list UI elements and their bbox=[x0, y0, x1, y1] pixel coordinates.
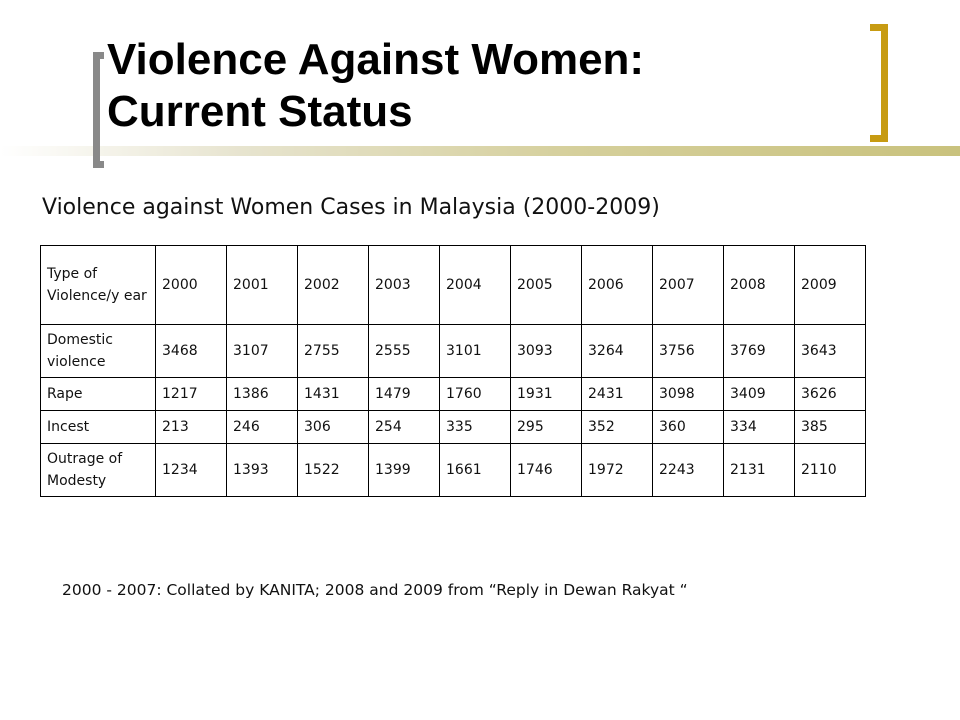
header-cell: 2009 bbox=[794, 245, 866, 325]
value-cell: 2431 bbox=[581, 377, 653, 411]
value-cell: 2243 bbox=[652, 443, 724, 497]
value-cell: 254 bbox=[368, 410, 440, 444]
header-cell: 2008 bbox=[723, 245, 795, 325]
value-cell: 1399 bbox=[368, 443, 440, 497]
row-label-cell: Outrage of Modesty bbox=[40, 443, 156, 497]
value-cell: 1234 bbox=[155, 443, 227, 497]
value-cell: 3101 bbox=[439, 324, 511, 378]
value-cell: 352 bbox=[581, 410, 653, 444]
row-label-cell: Domestic violence bbox=[40, 324, 156, 378]
value-cell: 3756 bbox=[652, 324, 724, 378]
left-bracket-decoration bbox=[93, 52, 104, 168]
table-header-row: Type of Violence/y ear 2000 2001 2002 20… bbox=[40, 245, 866, 325]
header-cell: 2000 bbox=[155, 245, 227, 325]
value-cell: 3107 bbox=[226, 324, 298, 378]
value-cell: 306 bbox=[297, 410, 369, 444]
row-label-cell: Incest bbox=[40, 410, 156, 444]
value-cell: 335 bbox=[439, 410, 511, 444]
value-cell: 3626 bbox=[794, 377, 866, 411]
value-cell: 3769 bbox=[723, 324, 795, 378]
value-cell: 3093 bbox=[510, 324, 582, 378]
value-cell: 1522 bbox=[297, 443, 369, 497]
value-cell: 2110 bbox=[794, 443, 866, 497]
header-cell: Type of Violence/y ear bbox=[40, 245, 156, 325]
value-cell: 1479 bbox=[368, 377, 440, 411]
header-cell: 2002 bbox=[297, 245, 369, 325]
table-row: Incest 213 246 306 254 335 295 352 360 3… bbox=[40, 410, 866, 444]
violence-cases-table: Type of Violence/y ear 2000 2001 2002 20… bbox=[40, 245, 866, 497]
header-cell: 2005 bbox=[510, 245, 582, 325]
header-cell: 2006 bbox=[581, 245, 653, 325]
value-cell: 246 bbox=[226, 410, 298, 444]
value-cell: 3264 bbox=[581, 324, 653, 378]
value-cell: 1386 bbox=[226, 377, 298, 411]
value-cell: 385 bbox=[794, 410, 866, 444]
header-cell: 2007 bbox=[652, 245, 724, 325]
value-cell: 2555 bbox=[368, 324, 440, 378]
header-cell: 2001 bbox=[226, 245, 298, 325]
table-row: Rape 1217 1386 1431 1479 1760 1931 2431 … bbox=[40, 377, 866, 411]
value-cell: 2131 bbox=[723, 443, 795, 497]
value-cell: 1746 bbox=[510, 443, 582, 497]
value-cell: 3643 bbox=[794, 324, 866, 378]
slide-title: Violence Against Women: Current Status bbox=[107, 35, 645, 136]
value-cell: 295 bbox=[510, 410, 582, 444]
table-row: Domestic violence 3468 3107 2755 2555 31… bbox=[40, 324, 866, 378]
value-cell: 213 bbox=[155, 410, 227, 444]
value-cell: 3409 bbox=[723, 377, 795, 411]
value-cell: 1931 bbox=[510, 377, 582, 411]
row-label-cell: Rape bbox=[40, 377, 156, 411]
source-footnote: 2000 - 2007: Collated by KANITA; 2008 an… bbox=[62, 581, 688, 599]
title-divider-line bbox=[0, 146, 960, 156]
value-cell: 3098 bbox=[652, 377, 724, 411]
right-bracket-decoration bbox=[870, 24, 888, 142]
value-cell: 1431 bbox=[297, 377, 369, 411]
table-row: Outrage of Modesty 1234 1393 1522 1399 1… bbox=[40, 443, 866, 497]
value-cell: 1972 bbox=[581, 443, 653, 497]
value-cell: 1393 bbox=[226, 443, 298, 497]
value-cell: 1760 bbox=[439, 377, 511, 411]
value-cell: 1217 bbox=[155, 377, 227, 411]
table-caption: Violence against Women Cases in Malaysia… bbox=[42, 195, 660, 220]
value-cell: 334 bbox=[723, 410, 795, 444]
value-cell: 3468 bbox=[155, 324, 227, 378]
value-cell: 2755 bbox=[297, 324, 369, 378]
header-cell: 2004 bbox=[439, 245, 511, 325]
header-cell: 2003 bbox=[368, 245, 440, 325]
value-cell: 1661 bbox=[439, 443, 511, 497]
value-cell: 360 bbox=[652, 410, 724, 444]
